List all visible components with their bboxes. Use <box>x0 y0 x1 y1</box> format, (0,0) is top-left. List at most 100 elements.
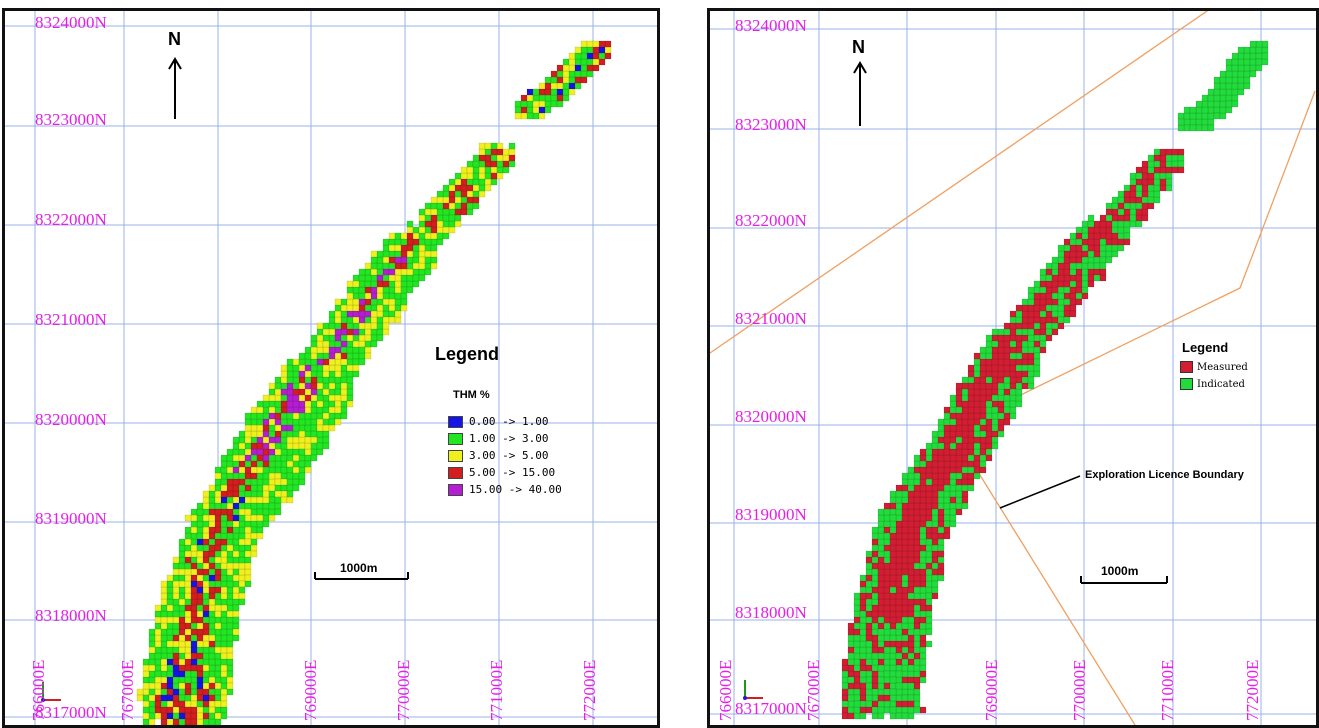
resource-block-cell <box>1009 334 1017 342</box>
thm-block-cell <box>586 70 594 78</box>
thm-block-cell <box>388 310 396 318</box>
thm-block-cell <box>178 544 186 552</box>
resource-block-cell <box>907 544 915 552</box>
thm-block-cell <box>340 370 348 378</box>
resource-block-cell <box>877 532 885 540</box>
thm-block-cell <box>334 352 342 360</box>
resource-block-cell <box>919 538 927 546</box>
thm-block-cell <box>208 700 216 708</box>
thm-block-cell <box>322 340 330 348</box>
resource-block-cell <box>895 640 903 648</box>
thm-block-cell <box>184 544 192 552</box>
thm-block-cell <box>508 148 516 156</box>
resource-block-cell <box>907 532 915 540</box>
thm-block-cell <box>250 436 258 444</box>
thm-block-cell <box>520 106 528 114</box>
thm-block-cell <box>544 100 552 108</box>
thm-block-cell <box>472 166 480 174</box>
thm-block-cell <box>454 220 462 228</box>
thm-block-cell <box>250 514 258 522</box>
resource-block-cell <box>889 520 897 528</box>
thm-block-cell <box>340 364 348 372</box>
thm-block-cell <box>586 64 594 72</box>
thm-block-cell <box>166 706 174 714</box>
resource-block-cell <box>877 688 885 696</box>
thm-block-cell <box>178 556 186 564</box>
thm-block-cell <box>304 388 312 396</box>
resource-block-cell <box>865 658 873 666</box>
resource-block-cell <box>931 436 939 444</box>
resource-block-cell <box>865 640 873 648</box>
thm-block-cell <box>430 196 438 204</box>
resource-block-cell <box>937 478 945 486</box>
resource-block-cell <box>1147 178 1155 186</box>
resource-block-cell <box>1135 220 1143 228</box>
thm-block-cell <box>268 400 276 408</box>
thm-block-cell <box>244 502 252 510</box>
thm-block-cell <box>310 418 318 426</box>
thm-block-cell <box>538 100 546 108</box>
resource-block-cell <box>907 538 915 546</box>
resource-block-cell <box>961 454 969 462</box>
thm-block-cell <box>418 208 426 216</box>
thm-block-cell <box>250 454 258 462</box>
resource-block-cell <box>997 346 1005 354</box>
thm-block-cell <box>400 280 408 288</box>
thm-block-cell <box>328 364 336 372</box>
resource-block-cell <box>889 622 897 630</box>
resource-block-cell <box>919 460 927 468</box>
resource-block-cell <box>919 478 927 486</box>
northing-label: 8318000N <box>35 606 107 625</box>
resource-block-cell <box>925 508 933 516</box>
thm-block-cell <box>160 622 168 630</box>
resource-block-cell <box>901 592 909 600</box>
resource-block-cell <box>919 628 927 636</box>
resource-block-cell <box>1057 268 1065 276</box>
thm-block-cell <box>220 556 228 564</box>
thm-block-cell <box>208 622 216 630</box>
resource-block-cell <box>883 646 891 654</box>
thm-block-cell <box>238 568 246 576</box>
resource-block-cell <box>1165 172 1173 180</box>
resource-block-cell <box>889 490 897 498</box>
thm-block-cell <box>256 424 264 432</box>
resource-block-cell <box>883 568 891 576</box>
resource-block-cell <box>1099 220 1107 228</box>
thm-block-cell <box>412 238 420 246</box>
resource-block-cell <box>1051 274 1059 282</box>
thm-block-cell <box>400 286 408 294</box>
resource-block-cell <box>973 364 981 372</box>
thm-block-cell <box>280 466 288 474</box>
resource-block-cell <box>865 634 873 642</box>
thm-block-cell <box>196 544 204 552</box>
legend-swatch <box>1180 361 1193 373</box>
thm-block-cell <box>196 616 204 624</box>
thm-block-cell <box>274 376 282 384</box>
resource-block-cell <box>1009 328 1017 336</box>
thm-block-cell <box>160 670 168 678</box>
thm-block-cell <box>478 154 486 162</box>
resource-block-cell <box>1051 322 1059 330</box>
resource-block-cell <box>1051 304 1059 312</box>
thm-block-cell <box>304 412 312 420</box>
resource-block-cell <box>1045 322 1053 330</box>
thm-block-cell <box>250 532 258 540</box>
thm-block-cell <box>334 346 342 354</box>
thm-block-cell <box>214 574 222 582</box>
resource-block-cell <box>1123 190 1131 198</box>
resource-block-cell <box>871 586 879 594</box>
thm-block-cell <box>268 418 276 426</box>
resource-block-cell <box>919 526 927 534</box>
resource-block-cell <box>1081 250 1089 258</box>
thm-block-cell <box>358 298 366 306</box>
resource-block-cell <box>967 376 975 384</box>
thm-block-cell <box>232 556 240 564</box>
resource-block-cell <box>859 700 867 708</box>
thm-block-cell <box>172 580 180 588</box>
resource-block-cell <box>1033 322 1041 330</box>
thm-block-cell <box>580 64 588 72</box>
resource-block-cell <box>919 544 927 552</box>
resource-block-cell <box>1129 172 1137 180</box>
thm-block-cell <box>352 322 360 330</box>
thm-block-cell <box>472 184 480 192</box>
